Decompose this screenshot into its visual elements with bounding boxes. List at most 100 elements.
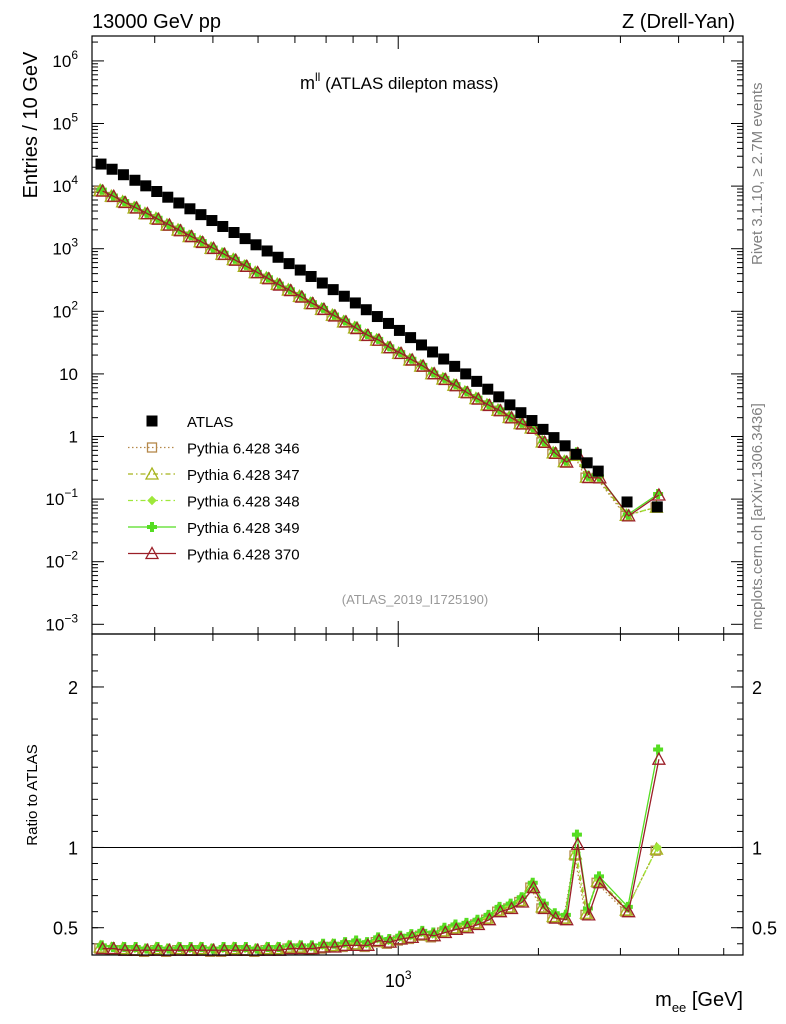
mc-ratio-line (102, 759, 660, 951)
atlas-data-point (504, 399, 516, 411)
mc-point (393, 346, 409, 360)
mc-ratio-point (360, 938, 376, 952)
mc-point (117, 195, 133, 209)
main-y-tick-label: 10 (59, 365, 78, 384)
atlas-data-point (305, 270, 317, 282)
mcplots-label: mcplots.cern.ch [arXiv:1306.3436] (749, 403, 766, 630)
atlas-data-point (162, 191, 174, 203)
atlas-data-point (570, 448, 582, 460)
energy-label: 13000 GeV pp (92, 11, 221, 33)
mc-ratio-point (283, 941, 298, 955)
atlas-data-point (228, 227, 240, 239)
mc-point (250, 265, 265, 279)
atlas-data-point (283, 258, 295, 270)
atlas-data-point (438, 353, 450, 365)
mc-point (129, 200, 144, 214)
mc-ratio-point (393, 931, 409, 945)
mc-point (96, 184, 107, 195)
mc-point (140, 206, 155, 220)
atlas-data-point (460, 368, 472, 380)
legend-marker (147, 522, 157, 532)
mc-point (515, 416, 530, 430)
atlas-data-point (206, 215, 218, 227)
mc-ratio-point (107, 941, 118, 952)
legend-label: Pythia 6.428 348 (187, 494, 300, 511)
mc-point (416, 358, 431, 372)
atlas-data-point (239, 233, 251, 245)
mc-point (305, 296, 320, 310)
mc-point (383, 340, 398, 354)
mc-point (362, 328, 373, 339)
main-panel-axes: 10−3 10−2 10−1 1 10 102 103 104 105 106 (45, 36, 743, 634)
atlas-data-point (515, 407, 527, 419)
mc-point (228, 252, 243, 266)
atlas-data-point (371, 311, 383, 323)
mc-ratio-point (427, 928, 442, 942)
atlas-data-point (581, 457, 593, 469)
legend-label: ATLAS (187, 414, 233, 431)
atlas-data-point (294, 264, 306, 276)
mc-point (450, 379, 461, 390)
mc-point (217, 246, 232, 260)
mc-point (130, 201, 141, 212)
atlas-data-point (140, 180, 152, 192)
ratio-y-tick-label-right: 0.5 (752, 919, 777, 939)
mc-point (151, 211, 166, 225)
mc-point (537, 435, 552, 449)
atlas-data-point (482, 383, 494, 395)
x-tick-label: 103 (385, 968, 412, 991)
mc-point (316, 301, 332, 315)
main-panel-frame (91, 35, 744, 635)
ratio-y-tick-label: 2 (68, 678, 78, 698)
ratio-panel-axes: 103 0.5 0.5 1 1 2 2 (53, 634, 777, 991)
atlas-data-point (427, 346, 439, 358)
mc-ratio-point (482, 912, 497, 926)
atlas-data-point (471, 375, 483, 387)
mc-point (460, 385, 475, 399)
mc-point (229, 253, 240, 264)
mc-point (373, 333, 384, 344)
ratio-panel-frame (91, 633, 744, 956)
main-y-tick-label: 1 (69, 428, 78, 447)
ratio-y-tick-label: 1 (68, 838, 78, 858)
mc-ratio-point (581, 907, 596, 921)
main-y-tick-label: 10−2 (45, 549, 78, 572)
mc-point (482, 398, 497, 412)
mc-ratio-point (526, 880, 541, 894)
legend-label: Pythia 6.428 346 (187, 441, 300, 458)
mc-point (206, 240, 221, 254)
mc-point (592, 470, 607, 484)
mc-ratio-point (515, 894, 530, 908)
atlas-data-point (106, 163, 118, 175)
mc-point (195, 235, 210, 249)
mc-point (338, 314, 354, 328)
mc-point (294, 289, 309, 303)
ratio-y-axis-label: Ratio to ATLAS (24, 744, 41, 845)
mc-point (581, 470, 596, 484)
mc-point (439, 372, 450, 383)
mc-ratio-point (416, 926, 431, 940)
mc-point (371, 332, 387, 346)
mc-point (284, 284, 295, 295)
atlas-data-point (338, 290, 350, 302)
main-y-tick-label: 103 (52, 236, 78, 259)
mc-ratio-point (294, 941, 309, 955)
mc-point (494, 404, 505, 415)
legend: ATLAS Pythia 6.428 346 Pythia 6.428 347 Pyt… (128, 414, 300, 564)
mc-ratio-point (592, 875, 607, 889)
mc-point (516, 417, 527, 428)
legend-marker (146, 415, 158, 427)
legend-marker (146, 442, 158, 453)
mc-ratio-point (471, 917, 486, 931)
mc-point (272, 277, 287, 291)
mc-point (340, 315, 351, 326)
main-y-tick-label: 10−1 (45, 486, 78, 509)
mc-point (405, 352, 420, 366)
mc-point (360, 327, 376, 341)
mc-point (471, 391, 486, 405)
mc-point (95, 183, 110, 197)
mc-point (174, 224, 185, 235)
mc-ratio-point (106, 941, 121, 955)
atlas-data-point (117, 169, 129, 181)
